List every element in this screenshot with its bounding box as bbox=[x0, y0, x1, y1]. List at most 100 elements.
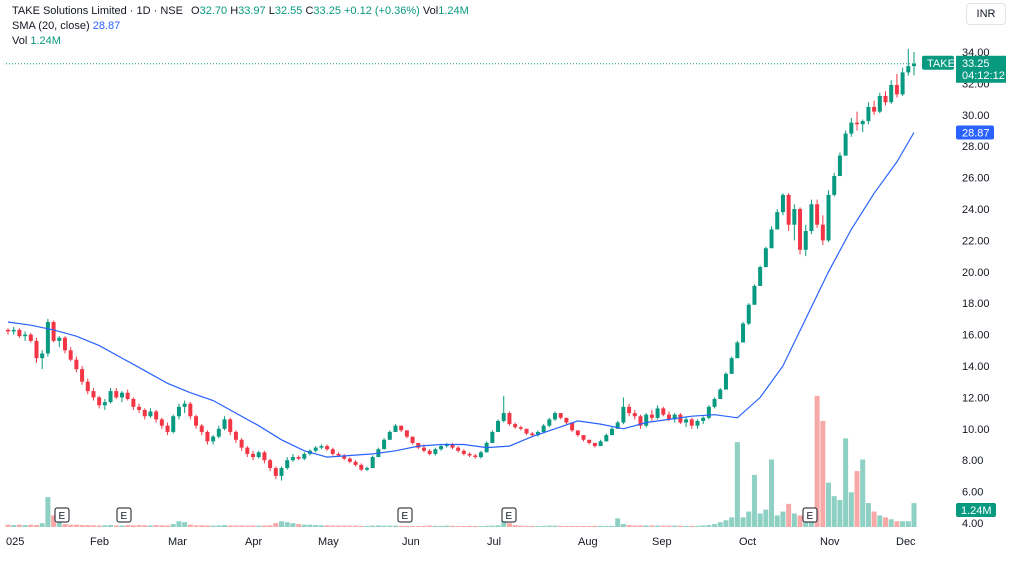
candle-body[interactable] bbox=[114, 391, 119, 398]
candle-body[interactable] bbox=[228, 419, 233, 432]
candle-body[interactable] bbox=[268, 460, 273, 469]
candle-body[interactable] bbox=[877, 95, 882, 112]
candle-body[interactable] bbox=[712, 398, 717, 407]
candle-body[interactable] bbox=[290, 457, 295, 461]
candle-body[interactable] bbox=[239, 439, 244, 448]
candle-body[interactable] bbox=[592, 442, 597, 447]
candle-body[interactable] bbox=[587, 439, 592, 443]
candle-body[interactable] bbox=[872, 106, 877, 112]
candle-body[interactable] bbox=[701, 417, 706, 421]
candle-body[interactable] bbox=[421, 447, 426, 451]
candle-body[interactable] bbox=[182, 403, 187, 407]
earnings-marker-icon[interactable] bbox=[802, 507, 818, 523]
candle-body[interactable] bbox=[131, 398, 136, 407]
candle-body[interactable] bbox=[581, 435, 586, 440]
candle-body[interactable] bbox=[723, 373, 728, 390]
candle-body[interactable] bbox=[262, 452, 267, 461]
candle-body[interactable] bbox=[507, 413, 512, 425]
candle-body[interactable] bbox=[820, 224, 825, 241]
candle-body[interactable] bbox=[610, 428, 614, 436]
candle-body[interactable] bbox=[798, 209, 803, 250]
candle-body[interactable] bbox=[302, 453, 307, 459]
candle-body[interactable] bbox=[695, 420, 700, 426]
candle-body[interactable] bbox=[40, 353, 45, 359]
candle-body[interactable] bbox=[689, 419, 694, 426]
candle-body[interactable] bbox=[461, 450, 466, 454]
candle-body[interactable] bbox=[330, 449, 335, 454]
candle-body[interactable] bbox=[211, 436, 216, 442]
candle-body[interactable] bbox=[678, 414, 683, 423]
candle-body[interactable] bbox=[575, 430, 580, 436]
candle-body[interactable] bbox=[205, 431, 210, 442]
candle-body[interactable] bbox=[313, 447, 318, 451]
candle-body[interactable] bbox=[758, 267, 763, 286]
candle-body[interactable] bbox=[199, 425, 204, 432]
candle-body[interactable] bbox=[279, 468, 284, 476]
candle-body[interactable] bbox=[644, 414, 649, 426]
candle-body[interactable] bbox=[444, 444, 449, 447]
candle-body[interactable] bbox=[718, 389, 723, 399]
candle-body[interactable] bbox=[319, 446, 324, 448]
candle-body[interactable] bbox=[490, 431, 495, 443]
candle-body[interactable] bbox=[296, 457, 301, 459]
candle-body[interactable] bbox=[729, 358, 734, 374]
candle-body[interactable] bbox=[233, 431, 238, 440]
candle-body[interactable] bbox=[176, 406, 181, 417]
candle-body[interactable] bbox=[666, 414, 671, 420]
sma-legend[interactable]: SMA (20, close) 28.87 bbox=[12, 19, 120, 33]
candle-body[interactable] bbox=[387, 431, 392, 440]
candle-body[interactable] bbox=[889, 84, 894, 103]
candle-body[interactable] bbox=[780, 194, 785, 213]
candle-body[interactable] bbox=[45, 322, 50, 354]
candle-body[interactable] bbox=[518, 427, 523, 429]
candle-body[interactable] bbox=[849, 122, 854, 134]
candle-body[interactable] bbox=[222, 419, 227, 429]
candle-body[interactable] bbox=[80, 369, 85, 382]
candle-body[interactable] bbox=[393, 425, 398, 432]
candle-body[interactable] bbox=[102, 402, 107, 406]
candle-body[interactable] bbox=[450, 444, 455, 448]
symbol-name[interactable]: TAKE Solutions Limited · 1D · NSE bbox=[12, 5, 183, 17]
candle-body[interactable] bbox=[837, 155, 842, 177]
candle-body[interactable] bbox=[786, 194, 791, 225]
candle-body[interactable] bbox=[256, 452, 261, 458]
candle-body[interactable] bbox=[119, 392, 124, 398]
candle-body[interactable] bbox=[336, 453, 341, 456]
candle-body[interactable] bbox=[91, 391, 96, 398]
candle-body[interactable] bbox=[496, 420, 501, 432]
candle-body[interactable] bbox=[621, 406, 626, 423]
candle-body[interactable] bbox=[154, 411, 159, 420]
candle-body[interactable] bbox=[364, 468, 369, 470]
candle-body[interactable] bbox=[763, 248, 768, 268]
candle-body[interactable] bbox=[826, 194, 831, 241]
candle-body[interactable] bbox=[108, 391, 113, 403]
candle-body[interactable] bbox=[216, 428, 221, 437]
candle-body[interactable] bbox=[416, 442, 421, 448]
candle-body[interactable] bbox=[171, 416, 176, 432]
candle-body[interactable] bbox=[6, 329, 10, 332]
candle-body[interactable] bbox=[456, 447, 461, 451]
candle-body[interactable] bbox=[410, 436, 415, 443]
candle-body[interactable] bbox=[815, 204, 820, 225]
candle-body[interactable] bbox=[530, 433, 535, 436]
candle-body[interactable] bbox=[28, 334, 33, 341]
candle-body[interactable] bbox=[672, 414, 677, 420]
candle-body[interactable] bbox=[649, 414, 654, 418]
candle-body[interactable] bbox=[632, 413, 637, 417]
candle-body[interactable] bbox=[741, 323, 746, 343]
candle-body[interactable] bbox=[866, 106, 871, 122]
candle-body[interactable] bbox=[142, 409, 147, 417]
candle-body[interactable] bbox=[382, 439, 387, 450]
candle-body[interactable] bbox=[17, 329, 22, 337]
candle-body[interactable] bbox=[604, 435, 609, 442]
candle-body[interactable] bbox=[655, 408, 660, 418]
candle-body[interactable] bbox=[74, 359, 79, 370]
candle-body[interactable] bbox=[148, 411, 153, 417]
candle-body[interactable] bbox=[467, 453, 472, 456]
candle-body[interactable] bbox=[855, 122, 860, 125]
candle-body[interactable] bbox=[251, 453, 256, 458]
candle-body[interactable] bbox=[769, 229, 774, 249]
candle-body[interactable] bbox=[194, 416, 199, 426]
candle-body[interactable] bbox=[535, 431, 540, 436]
